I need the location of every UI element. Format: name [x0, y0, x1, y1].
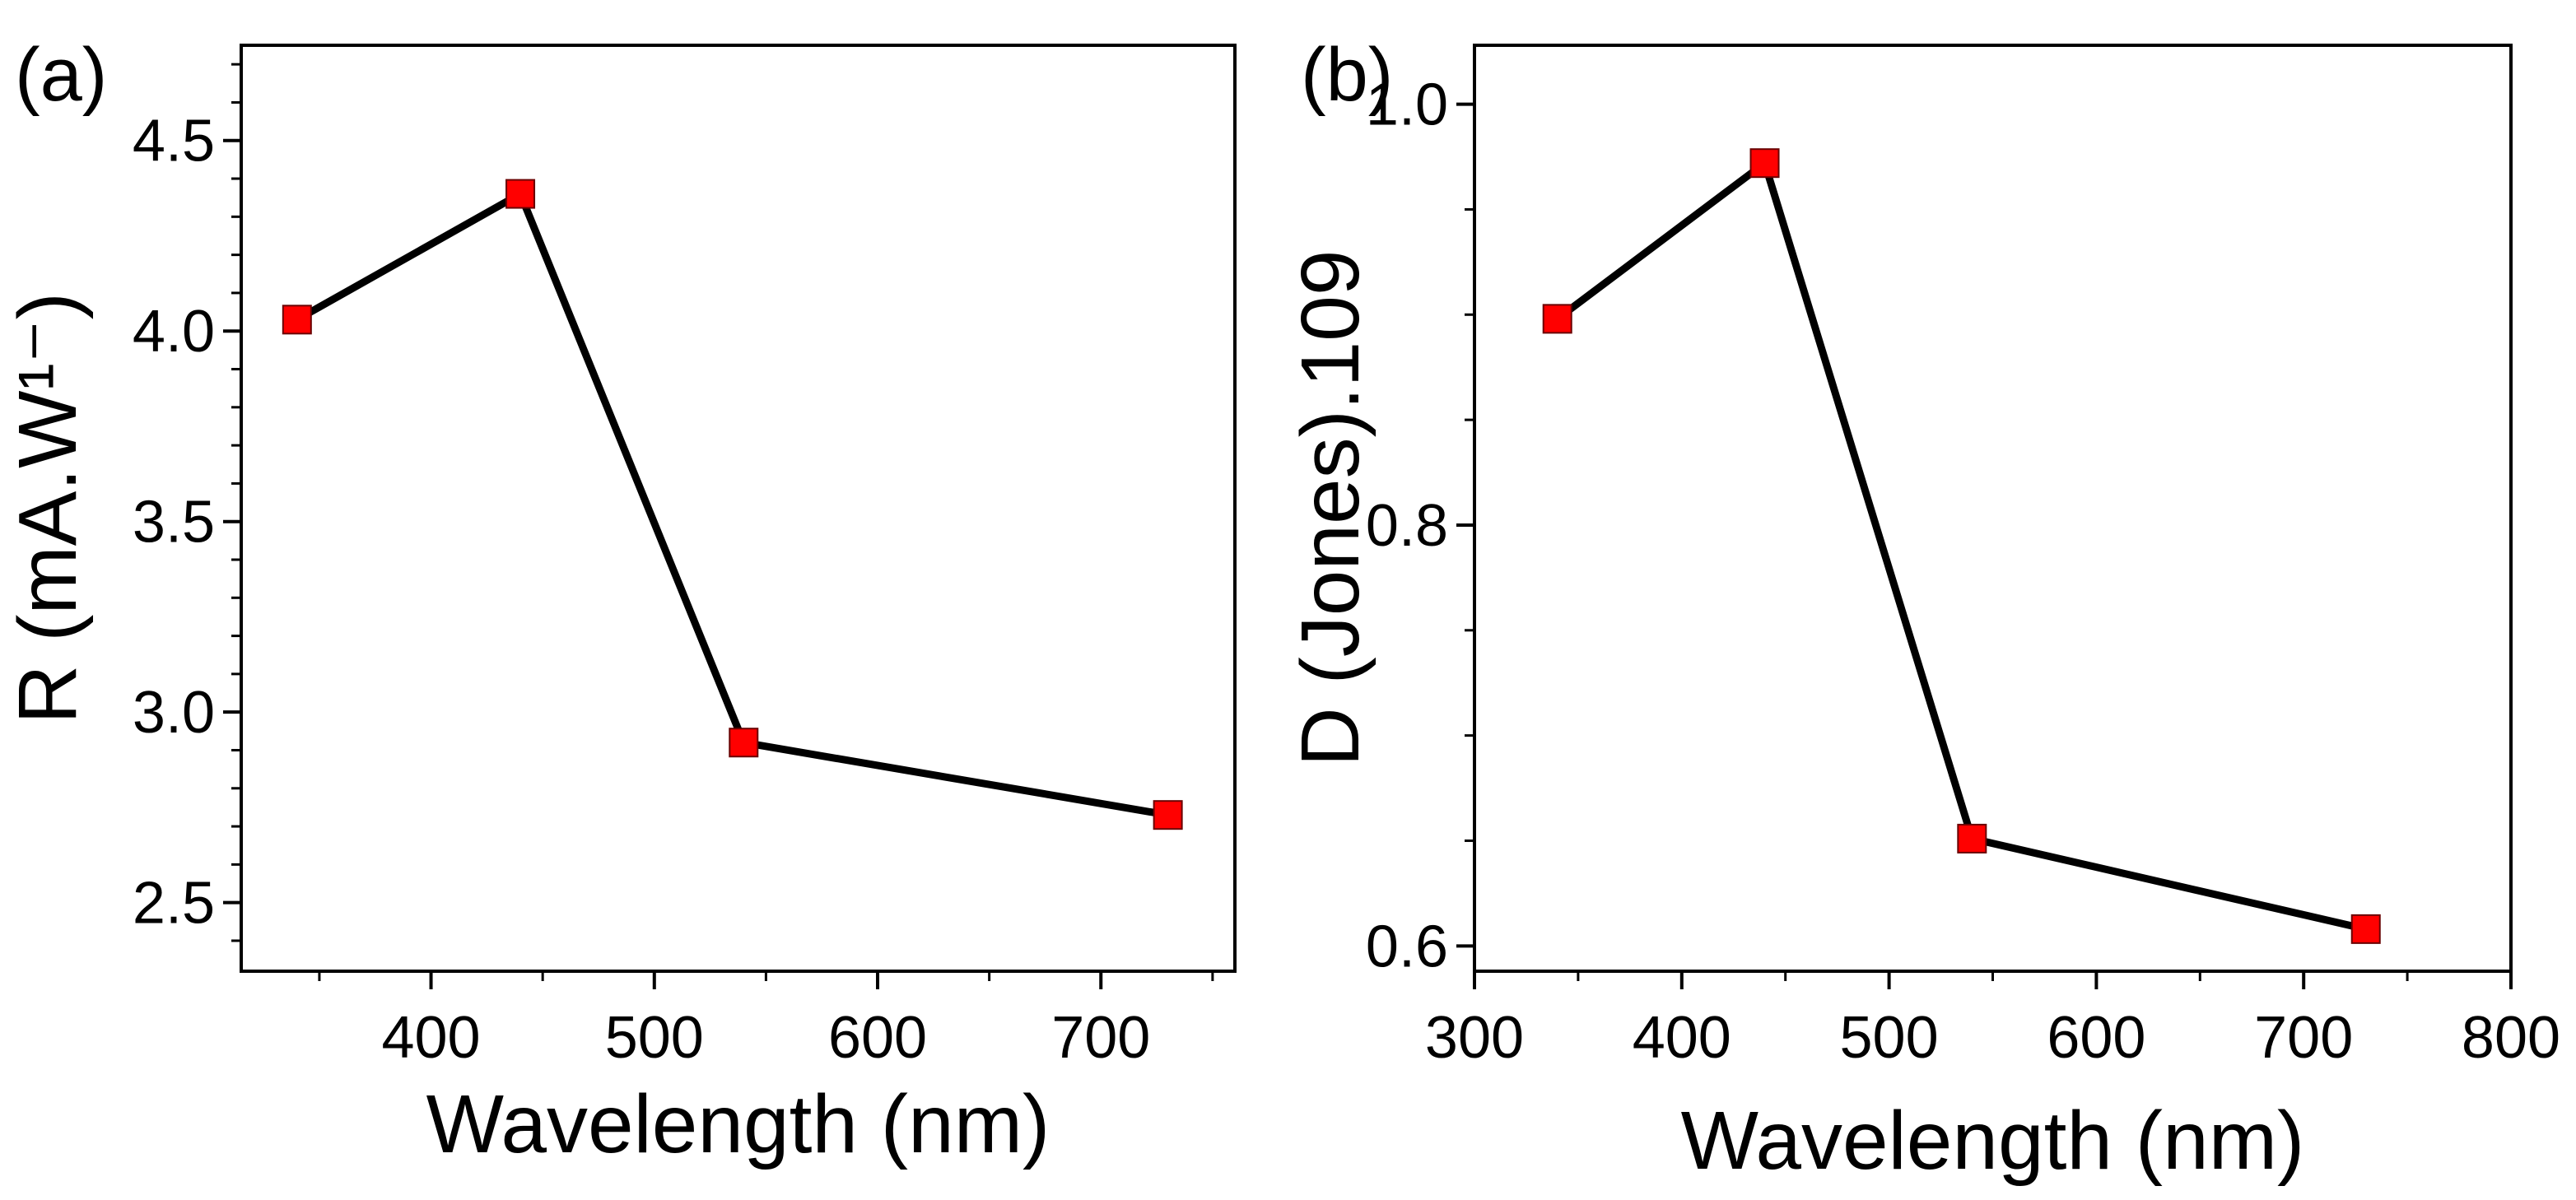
y-tick-label: 3.0 [133, 680, 215, 746]
x-tick-label: 400 [381, 1005, 480, 1071]
data-point [1749, 148, 1780, 179]
data-point [729, 728, 759, 758]
series-line [295, 190, 1169, 819]
x-tick-label: 500 [605, 1005, 704, 1071]
x-tick-label: 600 [2047, 1005, 2145, 1071]
x-axis-title: Wavelength (nm) [1681, 1095, 2305, 1187]
y-tick-label: 4.0 [133, 299, 215, 365]
y-tick-label: 0.8 [1366, 493, 1448, 559]
x-tick-label: 600 [828, 1005, 927, 1071]
series-line [1555, 159, 2367, 933]
y-axis-title: D (Jones).109 [1284, 249, 1377, 766]
plot-frame [1473, 44, 2513, 973]
y-tick-label: 1.0 [1366, 72, 1448, 138]
chart-panel-a: (a) 400 500 600 700 2.5 3.0 3.5 4.0 4.5 Wavelength… [2, 33, 1237, 1170]
y-tick-label: 0.6 [1366, 914, 1448, 979]
data-point [282, 305, 312, 335]
x-axis-title: Wavelength (nm) [426, 1078, 1050, 1170]
x-tick-label: 700 [2254, 1005, 2353, 1071]
chart-panel-b: (b) 300 400 500 600 700 800 0.6 0.8 1.0 Wavelength… [1284, 33, 2560, 1187]
data-point [1153, 800, 1183, 830]
data-point [1542, 304, 1572, 334]
panel-label: (a) [15, 33, 107, 117]
y-axis-title: R (mA.W¹⁻) [2, 292, 94, 724]
y-tick-label: 3.5 [133, 490, 215, 556]
data-point [505, 179, 536, 209]
plot-frame [240, 44, 1237, 973]
x-tick-label: 500 [1840, 1005, 1939, 1071]
y-tick-label: 4.5 [133, 109, 215, 174]
data-point [2350, 914, 2381, 944]
x-tick-label: 400 [1633, 1005, 1731, 1071]
panel-label: (b) [1301, 33, 1393, 117]
y-tick-label: 2.5 [133, 871, 215, 937]
data-point [1957, 823, 1987, 853]
x-tick-label: 300 [1425, 1005, 1524, 1071]
x-tick-label: 800 [2462, 1005, 2560, 1071]
x-tick-label: 700 [1051, 1005, 1150, 1071]
